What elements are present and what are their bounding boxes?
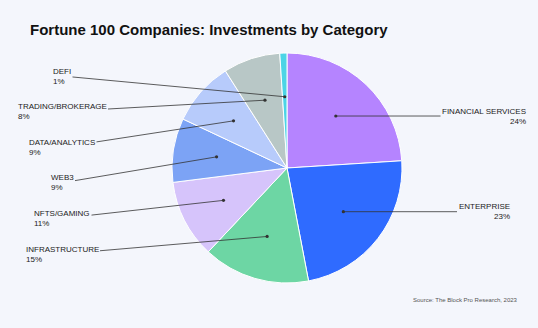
svg-text:WEB39%: WEB39%: [51, 173, 74, 192]
svg-text:FINANCIAL SERVICES24%: FINANCIAL SERVICES24%: [442, 107, 526, 126]
svg-text:DEFI1%: DEFI1%: [53, 67, 71, 86]
svg-text:Source: The Block Pro Research: Source: The Block Pro Research, 2023: [413, 297, 518, 303]
svg-text:Fortune 100 Companies: Investm: Fortune 100 Companies: Investments by Ca…: [30, 21, 388, 38]
svg-text:ENTERPRISE23%: ENTERPRISE23%: [459, 202, 510, 221]
svg-text:DATA/ANALYTICS9%: DATA/ANALYTICS9%: [29, 138, 95, 157]
svg-text:INFRASTRUCTURE15%: INFRASTRUCTURE15%: [26, 245, 99, 264]
svg-text:NFTS/GAMING11%: NFTS/GAMING11%: [34, 209, 90, 228]
svg-text:TRADING/BROKERAGE8%: TRADING/BROKERAGE8%: [18, 102, 107, 121]
